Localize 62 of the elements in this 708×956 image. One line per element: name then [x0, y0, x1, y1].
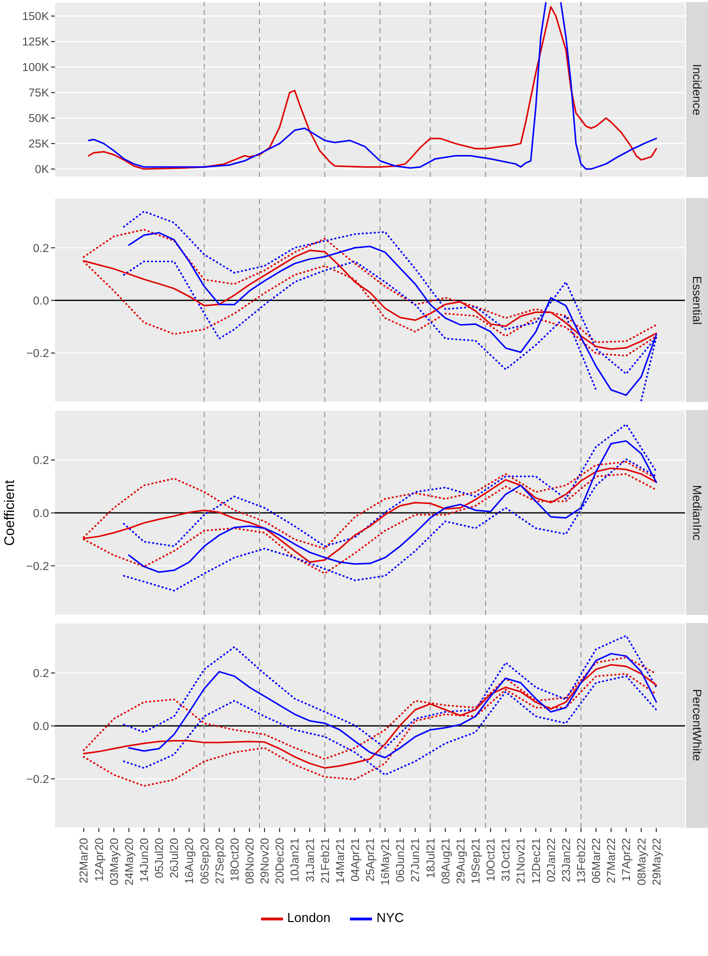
x-tick-label: 16Aug20: [184, 838, 196, 884]
text: MedianInc: [690, 484, 704, 540]
x-tick-label: 24May20: [124, 838, 136, 886]
y-tick-label: 25K: [28, 138, 50, 151]
y-tick-label: 0K: [34, 164, 50, 176]
x-tick-label: 18Jul21: [425, 838, 438, 878]
y-tick-label: 125K: [22, 36, 50, 49]
y-tick-label: 50K: [28, 113, 50, 126]
x-tick-label: 08Nov20: [244, 838, 256, 884]
y-tick-label: 100K: [22, 62, 50, 74]
x-tick-label: 14Mar21: [334, 838, 347, 884]
x-tick-label: 20Dec20: [274, 838, 287, 884]
x-tick-label: 29May22: [651, 838, 664, 886]
legend-label: NYC: [376, 910, 404, 926]
x-tick-label: 18Oct20: [229, 838, 242, 882]
x-tick-label: 21Feb21: [320, 838, 332, 884]
x-tick-label: 16May21: [380, 838, 392, 886]
x-tick-label: 14Jun20: [139, 838, 151, 882]
y-tick-label: 0.2: [33, 455, 49, 468]
y-tick-label: 0.0: [33, 508, 49, 520]
y-tick-label: 0.2: [33, 668, 49, 680]
x-tick-label: 19Sep21: [470, 838, 483, 884]
x-tick-label: 06Jun21: [395, 838, 408, 882]
x-tick-label: 31Jan21: [304, 838, 317, 882]
x-tick-label: 29Aug21: [455, 838, 468, 884]
x-tick-label: 06Mar22: [591, 838, 604, 884]
x-tick-label: 10Oct21: [486, 838, 498, 882]
x-tick-label: 12Dec21: [530, 838, 543, 884]
x-tick-label: 31Oct21: [500, 838, 513, 882]
x-tick-label: 27Sep20: [214, 838, 226, 884]
x-tick-label: 06Sep20: [199, 838, 212, 884]
y-tick-label: −0.2: [26, 774, 49, 786]
x-tick-label: 21Nov21: [516, 838, 528, 884]
x-tick-label: 04Apr21: [350, 838, 362, 882]
text: PercentWhite: [690, 689, 704, 762]
x-tick-label: 23Jan22: [560, 838, 573, 882]
x-tick-label: 05Jul20: [154, 838, 166, 878]
y-tick-label: −0.2: [26, 560, 49, 573]
y-tick-label: 0.2: [33, 242, 49, 255]
y-tick-label: 150K: [22, 11, 50, 24]
x-tick-label: 08May22: [636, 838, 648, 886]
y-axis-title: Coefficient: [1, 480, 17, 546]
x-tick-label: 10Jan21: [290, 838, 302, 882]
x-tick-label: 02Jan22: [546, 838, 558, 882]
y-tick-label: 0.0: [33, 720, 49, 733]
x-tick-label: 17Apr22: [621, 838, 634, 882]
text: Incidence: [690, 64, 704, 116]
x-tick-label: 25Apr21: [365, 838, 378, 882]
x-tick-label: 08Aug21: [440, 838, 452, 884]
legend-label: London: [287, 910, 330, 926]
x-tick-label: 26Jul20: [169, 838, 182, 878]
text: Essential: [690, 276, 704, 324]
y-tick-label: 0.0: [33, 295, 49, 308]
x-tick-label: 22Mar20: [78, 838, 91, 884]
x-tick-label: 13Feb22: [576, 838, 588, 884]
x-tick-label: 29Nov20: [260, 838, 272, 884]
x-tick-label: 12Apr20: [94, 838, 106, 882]
x-tick-label: 27Mar22: [606, 838, 618, 884]
x-tick-label: 27Jun21: [410, 838, 422, 882]
y-tick-label: 75K: [28, 88, 50, 100]
x-tick-label: 03May20: [108, 838, 121, 886]
y-tick-label: −0.2: [26, 348, 49, 360]
